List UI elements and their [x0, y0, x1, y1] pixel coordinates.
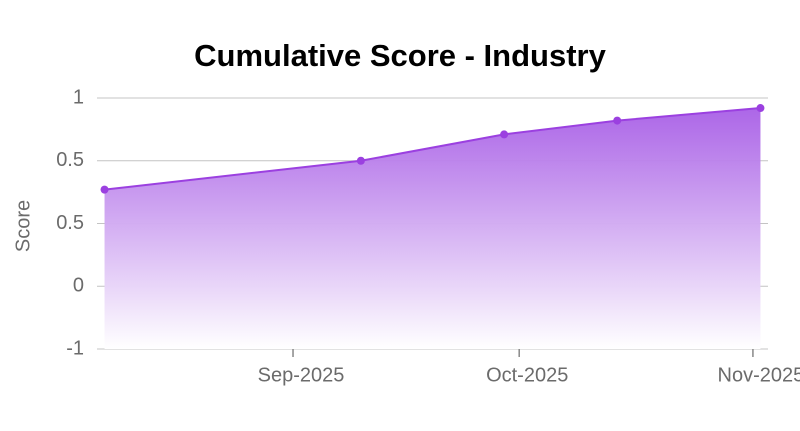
x-tick-label: Sep-2025: [258, 364, 345, 386]
y-tick-label: -1: [66, 337, 84, 359]
y-tick-label: 1: [73, 86, 84, 108]
y-tick-label: 0.5: [56, 149, 84, 171]
y-tick-label: 0: [73, 275, 84, 297]
y-tick-label: 0.5: [56, 212, 84, 234]
y-axis-label: Score: [12, 200, 34, 252]
x-tick-label: Nov-2025: [718, 364, 800, 386]
chart-title: Cumulative Score - Industry: [194, 38, 606, 73]
data-point: [613, 116, 622, 125]
data-point: [100, 185, 109, 194]
data-point: [500, 130, 509, 139]
data-point: [756, 104, 765, 113]
area-fill: [104, 108, 761, 349]
x-tick-label: Oct-2025: [486, 364, 568, 386]
data-point: [356, 156, 365, 165]
